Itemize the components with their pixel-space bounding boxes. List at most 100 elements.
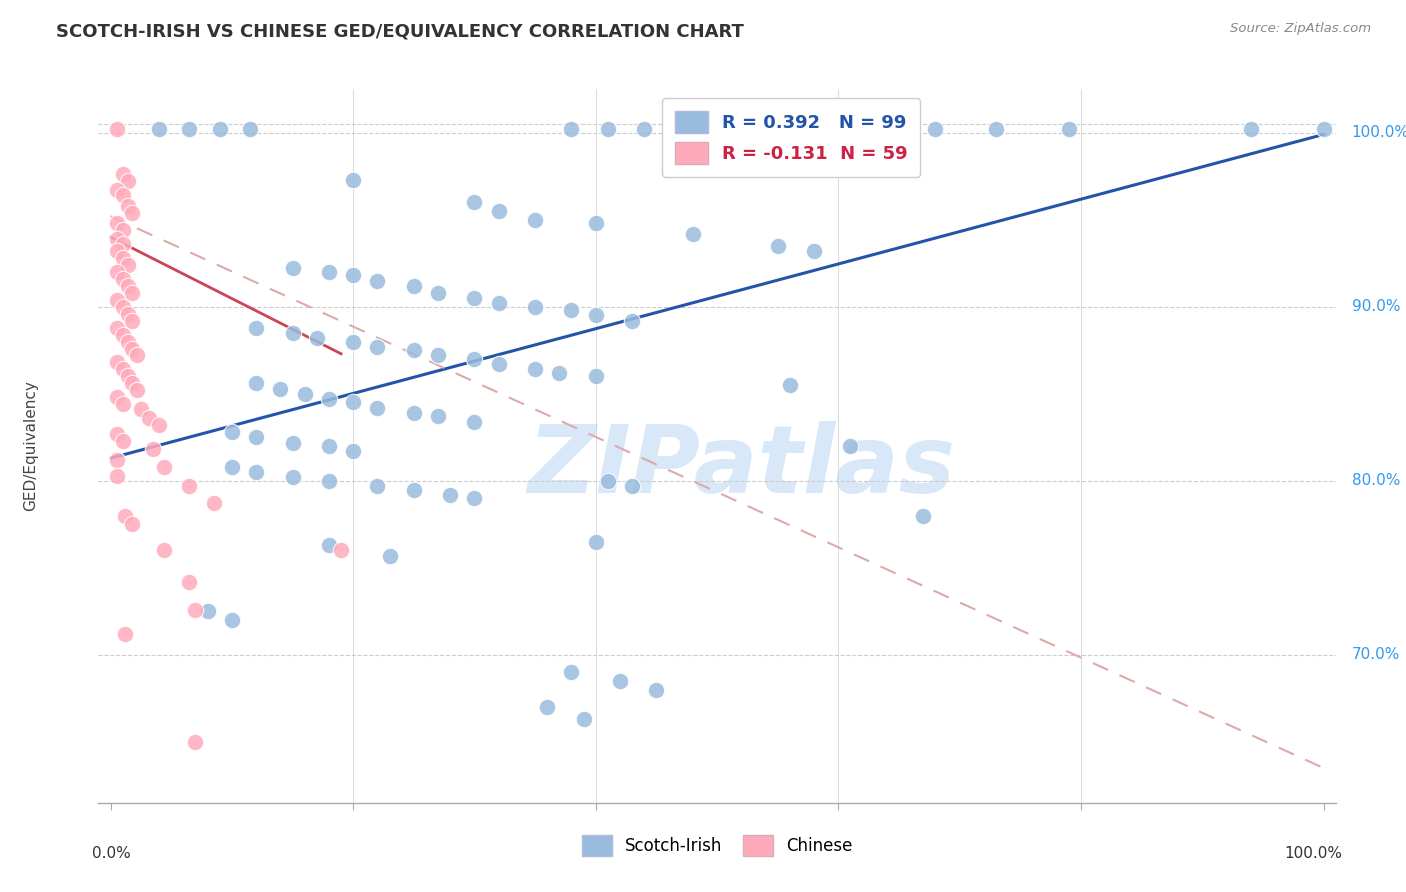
Point [105,426,128,441]
Point [148,122,170,136]
Point [585,309,607,323]
Point [121,206,143,220]
Point [148,418,170,433]
Point [342,268,364,283]
Text: SCOTCH-IRISH VS CHINESE GED/EQUIVALENCY CORRELATION CHART: SCOTCH-IRISH VS CHINESE GED/EQUIVALENCY … [56,22,744,40]
Point [121,517,143,532]
Point [682,227,704,241]
Point [111,237,134,252]
Point [779,378,801,392]
Legend: Scotch-Irish, Chinese: Scotch-Irish, Chinese [572,825,862,866]
Point [839,439,862,453]
Point [463,195,485,210]
Point [318,538,340,552]
Point [202,496,225,510]
Text: 100.0%: 100.0% [1284,846,1341,861]
Point [153,543,176,558]
Point [488,204,510,219]
Point [111,434,134,448]
Point [127,384,149,398]
Point [1057,122,1080,136]
Point [330,543,353,558]
Point [281,326,304,340]
Point [111,362,134,376]
Point [245,430,267,444]
Point [366,479,388,493]
Point [318,265,340,279]
Point [524,212,547,227]
Point [912,508,935,523]
Point [121,342,143,356]
Point [153,459,176,474]
Point [924,122,946,136]
Point [585,216,607,230]
Point [111,272,134,286]
Point [281,470,304,484]
Text: GED/Equivalency: GED/Equivalency [22,381,38,511]
Point [294,386,316,401]
Point [984,122,1007,136]
Point [105,122,128,136]
Point [536,700,558,714]
Point [127,349,149,363]
Point [208,122,231,136]
Point [1312,122,1334,136]
Point [105,265,128,279]
Point [402,483,425,497]
Point [305,331,328,345]
Point [114,627,136,641]
Point [239,122,262,136]
Point [439,488,461,502]
Point [572,712,595,726]
Point [281,261,304,276]
Point [121,285,143,300]
Text: 70.0%: 70.0% [1351,648,1400,663]
Point [766,239,789,253]
Point [269,382,291,396]
Point [609,673,631,688]
Point [184,602,207,616]
Point [184,735,207,749]
Point [366,401,388,415]
Point [318,474,340,488]
Point [585,369,607,384]
Point [281,435,304,450]
Point [221,425,243,439]
Text: 90.0%: 90.0% [1351,299,1400,314]
Point [117,334,139,349]
Point [105,244,128,258]
Point [121,376,143,391]
Point [121,314,143,328]
Point [342,444,364,458]
Point [488,296,510,310]
Point [117,174,139,188]
Point [111,168,134,182]
Text: 100.0%: 100.0% [1351,125,1406,140]
Point [463,351,485,366]
Point [621,314,644,328]
Text: 0.0%: 0.0% [93,846,131,861]
Point [117,199,139,213]
Point [402,406,425,420]
Point [669,122,692,136]
Point [402,343,425,358]
Point [245,320,267,334]
Point [105,293,128,307]
Point [117,369,139,384]
Point [402,278,425,293]
Point [105,183,128,197]
Point [524,362,547,376]
Point [463,491,485,506]
Point [111,188,134,202]
Point [318,439,340,453]
Point [138,411,160,425]
Point [111,327,134,342]
Point [111,300,134,314]
Point [105,320,128,334]
Point [221,613,243,627]
Point [427,285,450,300]
Point [560,665,582,680]
Point [117,258,139,272]
Point [111,223,134,237]
Point [318,392,340,406]
